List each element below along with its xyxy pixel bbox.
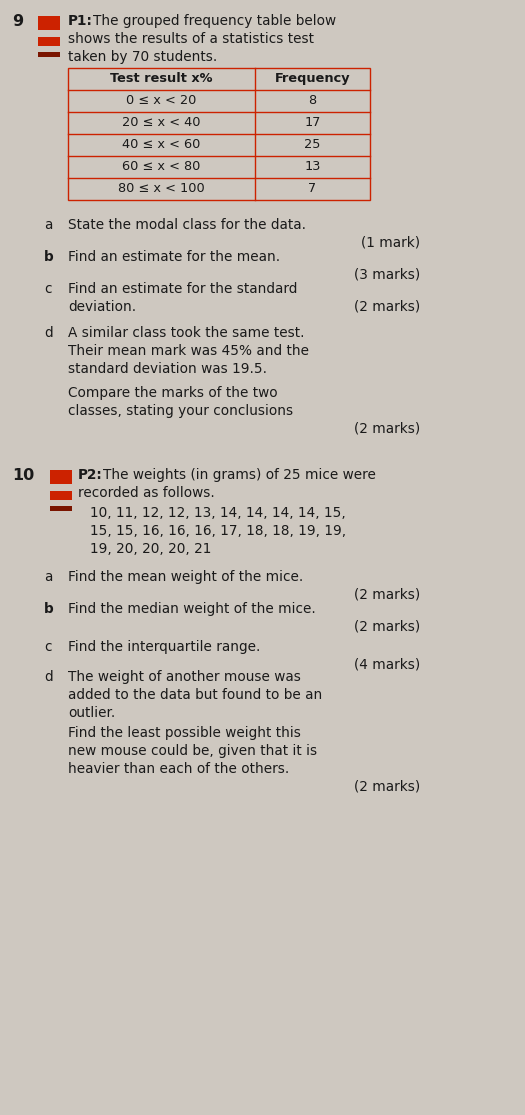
Text: 20 ≤ x < 40: 20 ≤ x < 40 — [122, 116, 201, 129]
Text: d: d — [44, 670, 52, 683]
Text: Their mean mark was 45% and the: Their mean mark was 45% and the — [68, 345, 309, 358]
Text: Compare the marks of the two: Compare the marks of the two — [68, 386, 278, 400]
Text: 25: 25 — [304, 138, 321, 151]
Text: Find the median weight of the mice.: Find the median weight of the mice. — [68, 602, 316, 615]
Text: 40 ≤ x < 60: 40 ≤ x < 60 — [122, 138, 201, 151]
Text: (4 marks): (4 marks) — [354, 658, 420, 672]
Text: b: b — [44, 250, 54, 264]
Text: c: c — [44, 640, 51, 655]
Text: classes, stating your conclusions: classes, stating your conclusions — [68, 404, 293, 418]
Text: 60 ≤ x < 80: 60 ≤ x < 80 — [122, 159, 201, 173]
Text: P1:: P1: — [68, 14, 93, 28]
Text: added to the data but found to be an: added to the data but found to be an — [68, 688, 322, 702]
Text: (2 marks): (2 marks) — [354, 300, 420, 314]
Text: taken by 70 students.: taken by 70 students. — [68, 50, 217, 64]
Text: 17: 17 — [304, 116, 321, 129]
Text: The weights (in grams) of 25 mice were: The weights (in grams) of 25 mice were — [103, 468, 376, 482]
Text: Find an estimate for the standard: Find an estimate for the standard — [68, 282, 297, 295]
Text: a: a — [44, 219, 52, 232]
Text: d: d — [44, 326, 52, 340]
Text: (2 marks): (2 marks) — [354, 421, 420, 436]
Bar — [50, 471, 72, 484]
Text: (2 marks): (2 marks) — [354, 620, 420, 634]
Text: (2 marks): (2 marks) — [354, 588, 420, 602]
Text: 8: 8 — [309, 94, 317, 107]
Text: Test result x%: Test result x% — [110, 72, 213, 85]
Text: 19, 20, 20, 20, 21: 19, 20, 20, 20, 21 — [90, 542, 212, 556]
Text: 10: 10 — [12, 468, 34, 483]
Text: State the modal class for the data.: State the modal class for the data. — [68, 219, 306, 232]
Bar — [68, 68, 370, 200]
Text: 0 ≤ x < 20: 0 ≤ x < 20 — [127, 94, 197, 107]
Text: Find the mean weight of the mice.: Find the mean weight of the mice. — [68, 570, 303, 584]
Text: 13: 13 — [304, 159, 321, 173]
Text: (3 marks): (3 marks) — [354, 268, 420, 282]
Text: The weight of another mouse was: The weight of another mouse was — [68, 670, 301, 683]
Text: (2 marks): (2 marks) — [354, 780, 420, 794]
Text: standard deviation was 19.5.: standard deviation was 19.5. — [68, 362, 267, 376]
Bar — [50, 491, 72, 500]
Text: Frequency: Frequency — [275, 72, 350, 85]
Text: 9: 9 — [12, 14, 23, 29]
Bar — [38, 16, 60, 30]
Text: shows the results of a statistics test: shows the results of a statistics test — [68, 32, 314, 46]
Bar — [38, 37, 60, 46]
Text: recorded as follows.: recorded as follows. — [78, 486, 215, 500]
Text: A similar class took the same test.: A similar class took the same test. — [68, 326, 304, 340]
Text: deviation.: deviation. — [68, 300, 136, 314]
Text: 15, 15, 16, 16, 16, 17, 18, 18, 19, 19,: 15, 15, 16, 16, 16, 17, 18, 18, 19, 19, — [90, 524, 346, 539]
Text: c: c — [44, 282, 51, 295]
Text: (1 mark): (1 mark) — [361, 236, 420, 250]
Text: outlier.: outlier. — [68, 706, 116, 720]
Text: a: a — [44, 570, 52, 584]
Text: heavier than each of the others.: heavier than each of the others. — [68, 762, 289, 776]
Text: 7: 7 — [309, 182, 317, 195]
Text: Find the least possible weight this: Find the least possible weight this — [68, 726, 301, 740]
Text: b: b — [44, 602, 54, 615]
Text: P2:: P2: — [78, 468, 103, 482]
Text: 80 ≤ x < 100: 80 ≤ x < 100 — [118, 182, 205, 195]
Bar — [38, 52, 60, 57]
Text: The grouped frequency table below: The grouped frequency table below — [93, 14, 336, 28]
Text: new mouse could be, given that it is: new mouse could be, given that it is — [68, 744, 317, 758]
Text: Find the interquartile range.: Find the interquartile range. — [68, 640, 260, 655]
Text: Find an estimate for the mean.: Find an estimate for the mean. — [68, 250, 280, 264]
Text: 10, 11, 12, 12, 13, 14, 14, 14, 14, 15,: 10, 11, 12, 12, 13, 14, 14, 14, 14, 15, — [90, 506, 346, 520]
Bar — [50, 506, 72, 511]
